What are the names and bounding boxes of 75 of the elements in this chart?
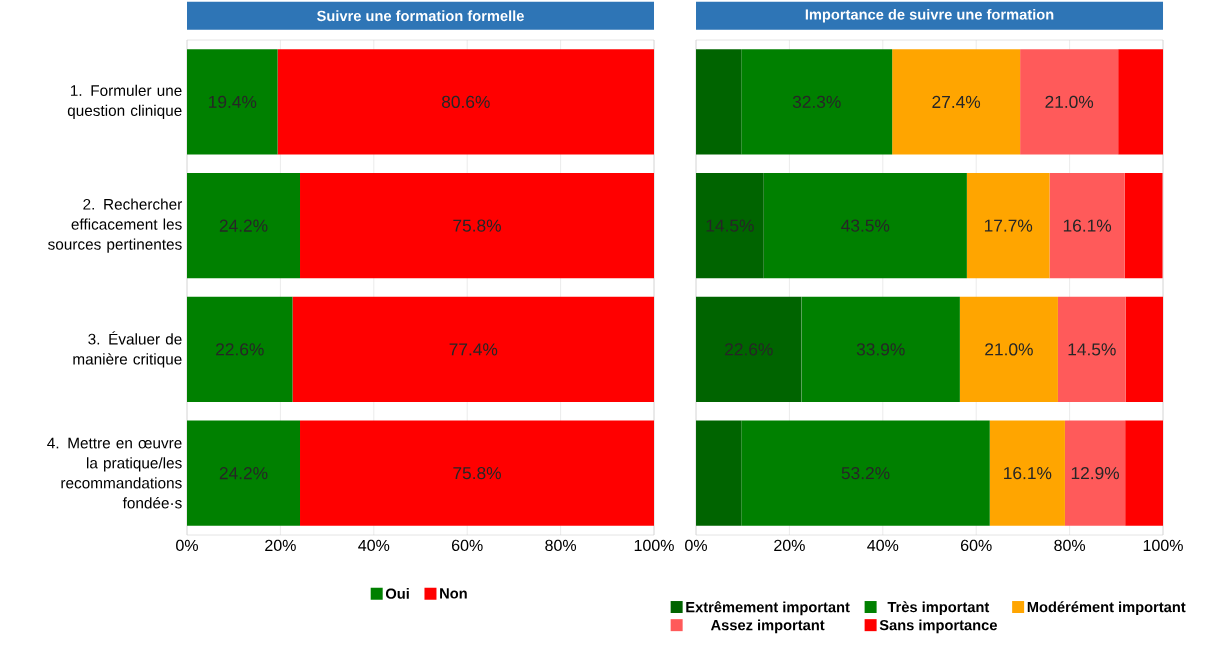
data-label: 17.7%	[984, 219, 1033, 232]
y-tick-label: 4. Mettre en œuvre la pratique/les recommandations fondée·s	[47, 437, 182, 509]
y-tick-label: 3. Évaluer de manière critique	[73, 331, 182, 368]
bar	[966, 173, 1050, 279]
data-label: 32.3%	[792, 95, 841, 109]
x-tick-label: 0%	[176, 539, 198, 552]
x-tick-label: 20%	[774, 539, 805, 552]
chart-title: Importance de suivre une formation	[805, 8, 1054, 23]
bar	[1057, 296, 1126, 402]
data-label: 53.2%	[841, 466, 890, 480]
legend-label: Assez important	[710, 619, 825, 634]
bar	[763, 173, 967, 279]
bar	[1064, 420, 1126, 526]
bar	[741, 420, 990, 526]
x-tick-label: 60%	[452, 539, 483, 552]
x-tick-label: 60%	[961, 539, 992, 552]
x-tick-label: 100%	[634, 539, 674, 552]
chart-title: Suivre une formation formelle	[317, 10, 524, 22]
y-tick-label: 2. Rechercher efficacement les sources pertinentes	[48, 198, 183, 253]
data-label: 80.6%	[441, 95, 490, 109]
bar	[696, 420, 742, 526]
bar	[801, 296, 960, 402]
data-label: 21.0%	[1045, 95, 1094, 109]
bar	[696, 173, 764, 279]
bar	[187, 296, 293, 402]
data-label: 24.2%	[219, 467, 268, 480]
legend-label: Extrêmement important	[686, 601, 850, 616]
data-label: 19.4%	[209, 95, 257, 109]
x-tick-label: 40%	[358, 539, 390, 552]
x-tick-label: 0%	[685, 539, 707, 552]
legend-label: Très important	[887, 601, 990, 616]
legend-label: Oui	[385, 588, 409, 599]
y-tick-label: 1. Formuler une question clinique	[67, 84, 182, 120]
bar	[989, 420, 1065, 526]
x-tick-label: 20%	[265, 539, 296, 552]
x-tick-label: 100%	[1143, 539, 1183, 552]
bar	[187, 173, 301, 279]
bar	[1125, 420, 1164, 526]
legend-label: Non	[440, 588, 467, 599]
bar	[1125, 296, 1164, 402]
bar	[1020, 49, 1119, 155]
bar	[300, 420, 655, 526]
data-label: 14.5%	[706, 219, 754, 232]
x-tick-label: 80%	[1054, 539, 1086, 552]
bar	[292, 296, 655, 402]
x-tick-label: 80%	[545, 539, 577, 552]
bar	[741, 49, 893, 155]
bar	[300, 173, 655, 279]
data-label: 33.9%	[856, 343, 905, 356]
bar	[187, 49, 278, 155]
bar	[187, 420, 301, 526]
bar	[696, 49, 742, 155]
data-label: 27.4%	[932, 95, 981, 108]
bar	[696, 296, 802, 402]
x-tick-label: 40%	[867, 539, 899, 552]
bar	[892, 49, 1021, 155]
data-label: 77.4%	[449, 343, 498, 356]
data-label: 75.8%	[453, 219, 501, 232]
data-label: 22.6%	[725, 343, 773, 356]
legend-label: Sans importance	[879, 619, 997, 634]
data-label: 75.8%	[453, 466, 501, 480]
legend-label: Modérément important	[1027, 601, 1186, 616]
data-label: 16.1%	[1004, 466, 1052, 480]
data-label: 22.6%	[216, 343, 264, 356]
data-label: 21.0%	[985, 343, 1033, 356]
bar	[959, 296, 1058, 402]
bar	[277, 49, 655, 155]
bar	[1124, 173, 1163, 279]
data-label: 24.2%	[219, 219, 268, 232]
data-label: 43.5%	[841, 219, 890, 232]
data-label: 12.9%	[1071, 466, 1120, 480]
bar	[1118, 49, 1164, 155]
data-label: 14.5%	[1068, 343, 1116, 356]
data-label: 16.1%	[1063, 219, 1112, 232]
bar	[1049, 173, 1125, 279]
